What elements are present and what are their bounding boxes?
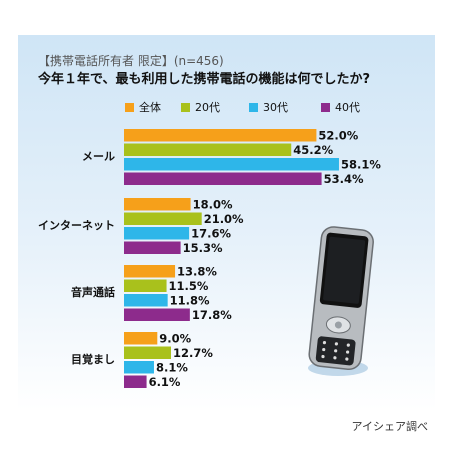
legend-swatch [125, 102, 134, 112]
legend-label: 30代 [263, 101, 288, 114]
category-label: メール [82, 150, 115, 163]
data-label: 45.2% [293, 143, 333, 157]
legend-label: 40代 [335, 101, 360, 114]
bar [124, 332, 158, 345]
bar [124, 346, 171, 359]
data-label: 15.3% [183, 241, 223, 255]
category-label: 目覚まし [71, 352, 115, 366]
source-credit: アイシェア調べ [351, 420, 428, 433]
mobile-phone-illustration [308, 226, 374, 376]
legend-item-20s: 20代 [181, 100, 220, 114]
data-label: 18.0% [193, 198, 233, 212]
data-label: 17.6% [191, 227, 231, 241]
bar [124, 308, 190, 321]
bars-layer: メール 52.0%45.2% 58.1%53.4% インターネット 18.0%21.0%… [38, 129, 381, 390]
category-label: 音声通話 [71, 285, 115, 299]
legend-swatch [249, 102, 258, 112]
data-label: 6.1% [149, 375, 181, 389]
legend-label: 20代 [195, 101, 220, 114]
data-label: 52.0% [318, 129, 358, 143]
key-icon [322, 347, 326, 352]
bar [124, 172, 322, 185]
legend-swatch [321, 102, 330, 112]
key-icon [346, 343, 350, 347]
bar [124, 212, 202, 225]
key-icon [345, 357, 349, 361]
data-label: 13.8% [177, 265, 217, 279]
category-label: インターネット [38, 219, 115, 232]
data-label: 17.8% [192, 308, 232, 322]
chart-subtitle: 【携帯電話所有者 限定】(n=456) [38, 54, 224, 68]
bar [124, 375, 147, 388]
key-icon [322, 341, 327, 345]
legend-item-all: 全体 [125, 100, 161, 114]
bar [124, 198, 191, 211]
data-label: 12.7% [173, 346, 213, 360]
chart-background [18, 35, 435, 410]
bar [124, 227, 190, 240]
bar [124, 158, 339, 171]
data-label: 8.1% [156, 361, 188, 375]
legend-label: 全体 [139, 101, 161, 114]
legend-item-30s: 30代 [249, 100, 288, 114]
data-label: 9.0% [159, 332, 191, 346]
bar [124, 279, 167, 292]
key-icon [333, 356, 337, 360]
bar [124, 143, 292, 156]
data-label: 11.5% [169, 279, 209, 293]
data-label: 53.4% [324, 172, 364, 186]
key-icon [334, 342, 338, 346]
key-icon [345, 350, 350, 354]
bar [124, 241, 181, 254]
legend-item-40s: 40代 [321, 100, 360, 114]
data-label: 11.8% [170, 294, 210, 308]
chart-title: 今年１年で、最も利用した携帯電話の機能は何でしたか? [38, 72, 371, 87]
phone-center-key [334, 321, 342, 329]
bar [124, 129, 317, 142]
data-label: 58.1% [341, 158, 381, 172]
key-icon [321, 354, 325, 359]
data-label: 21.0% [204, 212, 244, 226]
key-icon [334, 349, 338, 353]
bar [124, 265, 176, 278]
bar [124, 294, 168, 307]
phone-screen-glass [323, 236, 366, 304]
bar [124, 361, 154, 374]
legend-swatch [181, 102, 190, 112]
